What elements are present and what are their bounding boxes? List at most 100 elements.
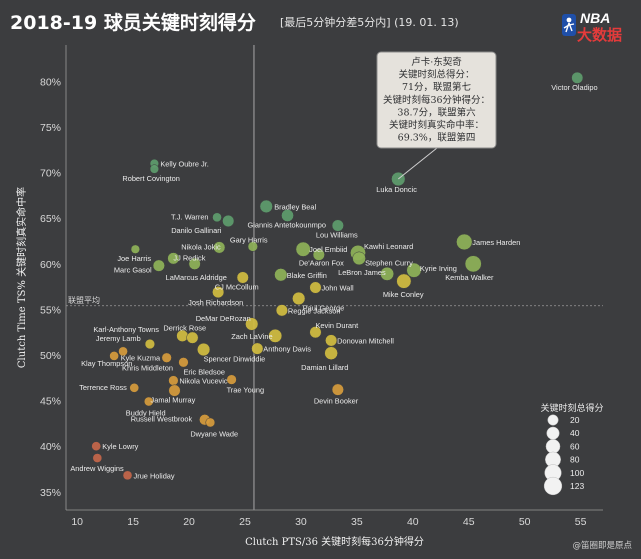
label-devin-booker: Devin Booker	[314, 397, 359, 406]
label-kawhi-leonard: Kawhi Leonard	[364, 242, 413, 251]
legend-size-label: 60	[570, 441, 580, 451]
x-tick-label: 30	[295, 516, 307, 528]
x-tick-label: 55	[575, 516, 587, 528]
point-trae-young	[226, 374, 237, 385]
credit-text: @笛圈即是原点	[572, 540, 632, 551]
point-lamarcus-aldridge	[188, 257, 201, 270]
point-victor-oladipo	[571, 71, 584, 84]
label-andrew-wiggins: Andrew Wiggins	[70, 464, 124, 473]
point-joel-embiid	[295, 241, 311, 257]
label-zach-lavine: Zach LaVine	[231, 332, 272, 341]
point-anthony-davis	[251, 342, 264, 355]
label-joel-embiid: Joel Embiid	[309, 245, 347, 254]
point-labels: Victor Oladipo Kelly Oubre Jr. Robert Covi…	[70, 83, 597, 481]
point-giannis-antetokounmpo	[281, 209, 294, 222]
point-kevin-durant	[309, 326, 322, 339]
label-bradley-beal: Bradley Beal	[274, 202, 316, 211]
logo-text-nba: NBA	[580, 10, 610, 26]
label-dwyane-wade: Dwyane Wade	[190, 429, 238, 438]
x-tick-label: 50	[519, 516, 531, 528]
label-joe-harris: Joe Harris	[117, 254, 151, 263]
point-damian-lillard	[324, 346, 338, 360]
label-paul-george: Paul George	[303, 303, 345, 312]
plot-area	[66, 45, 603, 510]
label-gary-harris: Gary Harris	[230, 236, 268, 245]
label-cj-mccollum: CJ McCollum	[215, 283, 259, 292]
data-points	[91, 71, 584, 481]
label-james-harden: James Harden	[472, 238, 520, 247]
label-reggie-jackson: Reggie Jackson	[288, 306, 341, 315]
annotation-line: 关键时刻真实命中率：	[389, 119, 484, 131]
label-eric-bledsoe: Eric Bledsoe	[183, 367, 225, 376]
point-dwyane-wade	[205, 417, 216, 428]
point-lou-williams	[331, 219, 344, 232]
label-terrence-ross: Terrence Ross	[79, 383, 127, 392]
point-nikola-vucevic	[168, 375, 179, 386]
point-nikola-jokic	[213, 241, 226, 254]
label-russell-westbrook: Russell Westbrook	[131, 415, 193, 424]
point-eric-bledsoe	[178, 357, 189, 368]
label-luka-doncic: Luka Doncic	[376, 185, 417, 194]
point-reggie-jackson	[275, 304, 288, 317]
label-karl-anthony-towns: Karl-Anthony Towns	[93, 325, 159, 334]
label-josh-richardson: Josh Richardson	[188, 298, 243, 307]
y-axis-title: Clutch Time TS% 关键时刻真实命中率	[15, 187, 28, 368]
legend-size-circle	[547, 414, 559, 426]
label-mike-conley: Mike Conley	[383, 290, 424, 299]
point-stephen-curry	[352, 251, 366, 266]
point-buddy-hield	[143, 396, 154, 407]
axes-layer: 10 15 20 25 30 35 40 45 50 55 35% 40% 45% 50% 55% 60% 65…	[40, 45, 603, 528]
x-tick-label: 45	[463, 516, 475, 528]
label-lou-williams: Lou Williams	[316, 231, 358, 240]
label-khris-middleton: Khris Middleton	[122, 363, 173, 372]
x-tick-label: 20	[183, 516, 195, 528]
annotation-line: 69.3%，联盟第四	[398, 132, 476, 144]
annotation-line: 38.7分，联盟第六	[397, 106, 476, 118]
label-anthony-davis: Anthony Davis	[263, 345, 311, 354]
x-tick-label: 15	[127, 516, 139, 528]
point-terrence-ross	[129, 383, 140, 393]
y-tick-label: 35%	[40, 487, 61, 499]
point-spencer-dinwiddie	[197, 342, 211, 357]
point-gary-harris	[247, 241, 258, 252]
point-danilo-gallinari	[222, 214, 235, 228]
label-blake-griffin: Blake Griffin	[287, 271, 327, 280]
label-buddy-hield: Buddy Hield	[126, 409, 166, 418]
y-tick-label: 75%	[40, 122, 61, 134]
point-john-wall	[309, 281, 322, 294]
reference-lines	[66, 45, 603, 510]
point-paul-george	[292, 291, 306, 306]
y-tick-label: 45%	[40, 396, 61, 408]
label-derrick-rose: Derrick Rose	[163, 324, 206, 333]
label-kelly-oubre-jr: Kelly Oubre Jr.	[160, 160, 208, 169]
label-kyle-kuzma: Kyle Kuzma	[121, 354, 161, 363]
point-klay-thompson	[109, 351, 119, 361]
logo-silhouette-head	[566, 17, 572, 23]
label-kyrie-irving: Kyrie Irving	[420, 264, 457, 273]
point-bradley-beal	[259, 199, 273, 213]
point-cj-mccollum	[236, 271, 249, 284]
point-andrew-wiggins	[92, 453, 103, 463]
label-nikola-vucevic: Nikola Vucevic	[179, 377, 227, 386]
legend-size-circle	[543, 476, 563, 496]
point-jamal-murray	[168, 384, 181, 397]
label-spencer-dinwiddie: Spencer Dinwiddie	[204, 355, 266, 364]
legend-size-label: 20	[570, 415, 580, 425]
y-tick-label: 70%	[40, 168, 61, 180]
x-tick-label: 40	[407, 516, 419, 528]
legend-size-circle	[545, 439, 561, 454]
label-jamal-murray: Jamal Murray	[151, 396, 196, 405]
point-kyrie-irving	[406, 262, 422, 278]
point-jj-redick	[167, 252, 180, 265]
label-lebron-james: LeBron James	[338, 268, 386, 277]
legend-size-circle	[546, 426, 560, 440]
legend-size-label: 40	[570, 428, 580, 438]
label-john-wall: John Wall	[321, 284, 354, 293]
label-kevin-durant: Kevin Durant	[315, 321, 358, 330]
label-de-aaron-fox: De'Aaron Fox	[299, 259, 344, 268]
annotation-line: 卢卡·东契奇	[411, 56, 462, 68]
label-danilo-gallinari: Danilo Gallinari	[171, 226, 221, 235]
league-average-label: 联盟平均	[68, 295, 100, 305]
